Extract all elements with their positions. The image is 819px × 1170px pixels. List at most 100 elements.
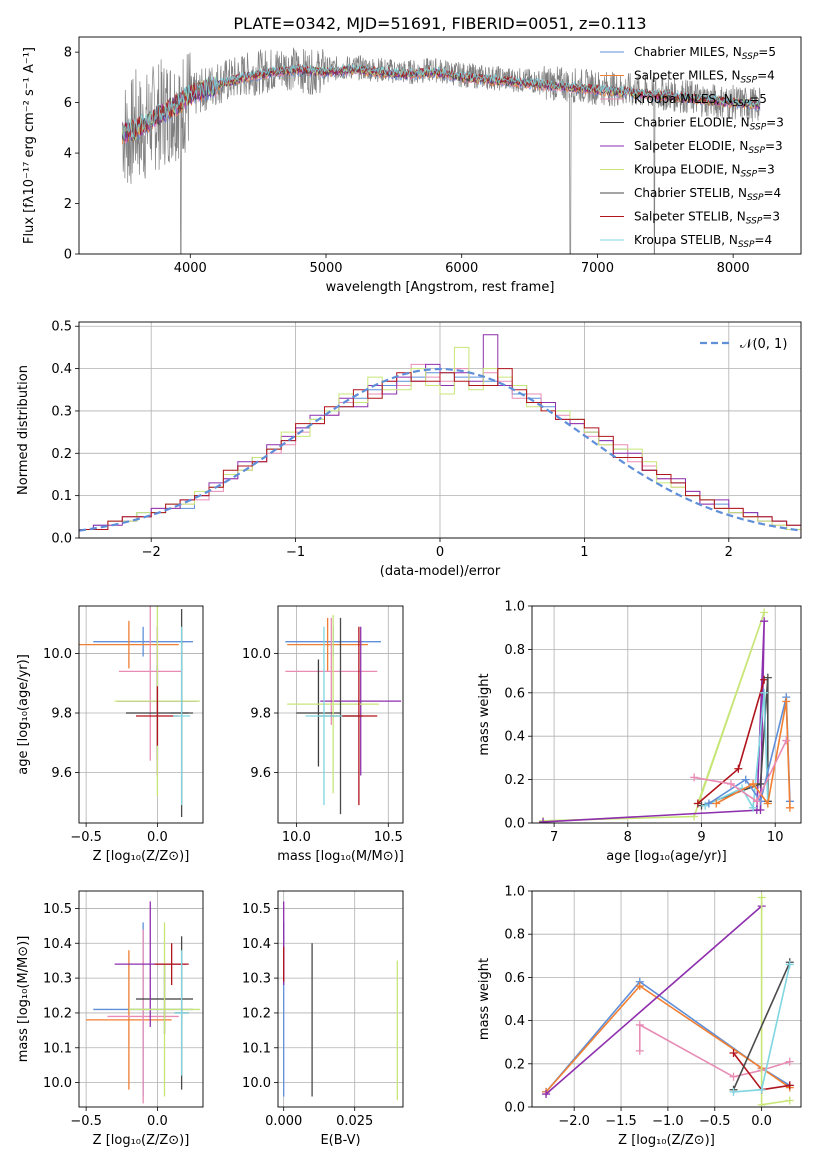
axes-frame (78, 321, 802, 539)
y-tick-label: 0.5 (51, 320, 72, 335)
weight-marker (785, 1096, 794, 1105)
x-axis-label: Z [log₁₀(Z/Z⊙)] (93, 849, 190, 864)
legend-label: Chabrier ELODIE, NSSP=3 (634, 116, 784, 133)
weight-series-kroupa-miles (690, 736, 791, 806)
weight-marker (752, 797, 761, 806)
panel-weight-vs-age: 7 8 9 10 0.0 0.2 0.4 0.6 0.8 1.0 age [log₁₀(age/yr… (477, 600, 802, 864)
y-tick-label: 0.6 (504, 971, 525, 986)
y-tick-label: 10.3 (43, 972, 72, 987)
y-tick-label: 10.4 (43, 937, 72, 952)
panel-mass-vs-ebv: 0.000 0.025 10.0 10.1 10.2 10.3 10.4 10.5 E(B-V) (242, 890, 404, 1148)
y-tick-label: 0.3 (51, 404, 72, 419)
y-tick-label: 0.1 (51, 489, 72, 504)
x-tick-label: −0.5 (70, 1114, 102, 1129)
y-tick-label: 1.0 (504, 600, 525, 615)
legend-label: Salpeter MILES, NSSP=4 (634, 69, 775, 86)
errorbar-kroupa-miles (285, 617, 378, 725)
x-tick-label: 10.5 (374, 830, 403, 845)
weight-marker (763, 673, 772, 682)
model-spectrum-line (122, 64, 761, 138)
y-tick-label: 10.4 (242, 937, 271, 952)
plot-area (79, 606, 201, 818)
figure-title: PLATE=0342, MJD=51691, FIBERID=0051, z=0… (233, 14, 646, 33)
x-tick-label: 0.000 (265, 1114, 302, 1129)
weight-marker (785, 1057, 794, 1066)
y-tick-label: 10.0 (43, 1076, 72, 1091)
y-tick-label: 9.8 (51, 707, 72, 722)
weight-marker (782, 736, 791, 745)
y-tick-label: 9.6 (51, 766, 72, 781)
y-tick-label: 0.0 (504, 817, 525, 832)
y-tick-label: 1.0 (504, 885, 525, 900)
weight-marker (749, 779, 758, 788)
weight-marker (704, 799, 713, 808)
errorbar-salpeter-miles (287, 617, 369, 672)
x-axis-label: Z [log₁₀(Z/Z⊙)] (618, 1133, 715, 1148)
axes-frame (78, 605, 204, 824)
x-tick-label: 4000 (174, 261, 207, 276)
y-tick-label: 0.4 (504, 730, 525, 745)
weight-marker (729, 1072, 738, 1081)
weight-marker (756, 779, 765, 788)
x-tick-label: 8 (624, 830, 632, 845)
weight-marker (785, 803, 794, 812)
x-axis-label: age [log₁₀(age/yr)] (606, 849, 727, 864)
x-tick-label: −0.5 (699, 1114, 731, 1129)
x-axis-label: (data-model)/error (380, 564, 501, 579)
y-tick-label: 0.6 (504, 686, 525, 701)
x-tick-label: 1 (580, 545, 588, 560)
weight-marker (542, 1090, 551, 1099)
plot-area (86, 901, 201, 1104)
y-axis-label: mass [log₁₀(M/M⊙)] (16, 936, 31, 1063)
errorbar-kroupa-stelib (174, 950, 189, 1076)
legend-label: 𝒩(0, 1) (740, 337, 787, 352)
x-tick-label: 6000 (445, 261, 478, 276)
y-tick-label: 10.0 (242, 647, 271, 662)
y-tick-label: 10.1 (242, 1041, 271, 1056)
x-tick-label: 8000 (717, 261, 750, 276)
y-tick-label: 10.2 (242, 1006, 271, 1021)
x-tick-label: −1.0 (652, 1114, 684, 1129)
y-axis-label: mass weight (477, 673, 492, 755)
plot-area (285, 614, 402, 815)
axes-frame (531, 890, 802, 1108)
weight-marker (741, 775, 750, 784)
y-tick-label: 0.2 (504, 1057, 525, 1072)
weight-marker (726, 779, 735, 788)
y-tick-label: 10.0 (43, 647, 72, 662)
panel-residuals: −2 −1 0 1 2 0.0 0.1 0.2 0.3 0.4 0.5 (data-model)/er… (16, 320, 802, 579)
y-tick-label: 0.0 (504, 1101, 525, 1116)
x-tick-label: 0.0 (751, 1114, 772, 1129)
y-tick-label: 4 (64, 147, 72, 162)
y-tick-label: 0.0 (51, 532, 72, 547)
y-tick-label: 0.2 (51, 447, 72, 462)
x-tick-label: 0.0 (147, 830, 168, 845)
legend-label: Chabrier STELIB, NSSP=4 (634, 186, 781, 203)
legend-label: Kroupa ELODIE, NSSP=3 (634, 163, 775, 180)
errorbar-chabrier-miles (93, 626, 194, 657)
spectrum-legend: Chabrier MILES, NSSP=5 Salpeter MILES, NS… (600, 45, 784, 250)
errorbar-salpeter-miles (86, 950, 172, 1090)
x-tick-label: 0 (436, 545, 444, 560)
x-tick-label: 10.0 (282, 830, 311, 845)
weight-marker (690, 773, 699, 782)
x-tick-label: 5000 (309, 261, 342, 276)
y-tick-label: 10.1 (43, 1041, 72, 1056)
weight-line (545, 980, 791, 1093)
errorbar-salpeter-stelib (136, 686, 179, 746)
weight-marker (763, 799, 772, 808)
errorbar-salpeter-stelib (154, 943, 189, 986)
errorbar-salpeter-miles (79, 620, 179, 669)
errorbar-kroupa-elodie (287, 614, 380, 794)
y-tick-label: 0.4 (504, 1014, 525, 1029)
y-tick-label: 8 (64, 46, 72, 61)
weight-line (732, 961, 791, 1091)
panel-age-vs-z: −0.5 0.0 9.6 9.8 10.0 Z [log₁₀(Z/Z⊙)] age [log… (16, 605, 204, 864)
axes-frame (78, 890, 204, 1108)
x-tick-label: 10 (767, 830, 784, 845)
y-tick-label: 0.8 (504, 643, 525, 658)
errorbar-kroupa-miles (107, 929, 179, 1104)
weight-marker (757, 1085, 766, 1094)
axes-frame (78, 36, 802, 255)
x-tick-label: 0.025 (336, 1114, 373, 1129)
